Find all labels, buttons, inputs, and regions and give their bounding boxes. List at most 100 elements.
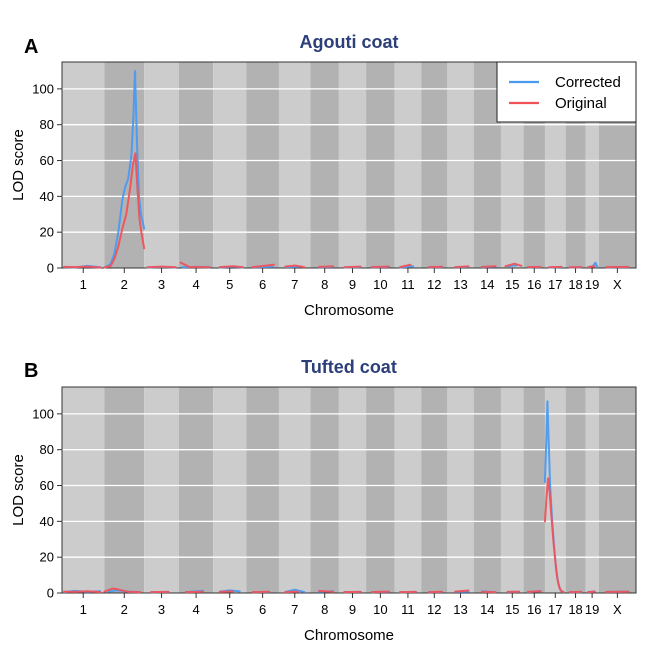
chromosome-band-19 bbox=[585, 387, 599, 593]
series-line-original-chr-19 bbox=[587, 265, 596, 269]
series-original bbox=[63, 477, 630, 594]
y-axis: 0 20 40 60 80 100 bbox=[32, 81, 62, 276]
x-tick-label-3: 3 bbox=[158, 277, 165, 292]
series-line-original-chr-9 bbox=[343, 265, 362, 269]
x-tick-label-5: 5 bbox=[226, 277, 233, 292]
x-tick-label-13: 13 bbox=[453, 277, 467, 292]
x-tick-label-17: 17 bbox=[548, 277, 562, 292]
series-line-original-chr-4 bbox=[179, 261, 211, 269]
x-tick-label-8: 8 bbox=[321, 602, 328, 617]
legend-box bbox=[496, 61, 637, 123]
chromosome-band-10 bbox=[366, 62, 395, 268]
chromosome-band-4 bbox=[178, 62, 214, 268]
y-axis-label: LOD score bbox=[10, 129, 27, 201]
x-axis: 1 2 3 4 5 6 7 8 9 10 11 12 13 14 15 16 17 18 19 X bbox=[80, 593, 622, 617]
chromosome-band-8 bbox=[310, 62, 339, 268]
chromosome-band-3 bbox=[144, 387, 179, 593]
x-tick-label-6: 6 bbox=[259, 602, 266, 617]
chromosome-band-10 bbox=[366, 387, 395, 593]
x-tick-label-10: 10 bbox=[373, 277, 387, 292]
chromosome-band-5 bbox=[213, 387, 247, 593]
series-line-original-chr-2 bbox=[103, 152, 146, 269]
y-tick-label: 80 bbox=[40, 442, 54, 457]
x-axis-label: Chromosome bbox=[304, 302, 394, 319]
series-group bbox=[63, 400, 630, 594]
chromosome-band-8 bbox=[310, 387, 339, 593]
legend: Corrected Original bbox=[496, 61, 637, 123]
series-line-original-chr-1 bbox=[63, 590, 102, 594]
chromosome-band-7 bbox=[278, 387, 311, 593]
y-tick-label: 20 bbox=[40, 225, 54, 240]
x-tick-label-16: 16 bbox=[527, 277, 541, 292]
chromosome-band-11 bbox=[394, 387, 422, 593]
chromosome-band-14 bbox=[473, 387, 501, 593]
y-tick-label: 80 bbox=[40, 117, 54, 132]
x-tick-label-4: 4 bbox=[192, 277, 199, 292]
chromosome-band-18 bbox=[565, 387, 586, 593]
chromosome-band-X bbox=[598, 387, 636, 593]
x-tick-label-13: 13 bbox=[453, 602, 467, 617]
x-tick-label-11: 11 bbox=[401, 277, 415, 292]
y-tick-label: 60 bbox=[40, 153, 54, 168]
chromosome-band-11 bbox=[394, 62, 422, 268]
x-tick-label-11: 11 bbox=[401, 602, 415, 617]
chromosome-band-9 bbox=[338, 62, 367, 268]
x-tick-label-17: 17 bbox=[548, 602, 562, 617]
x-tick-label-6: 6 bbox=[259, 277, 266, 292]
y-axis-label: LOD score bbox=[10, 454, 27, 526]
chromosome-band-2 bbox=[104, 387, 145, 593]
y-tick-label: 100 bbox=[32, 81, 54, 96]
x-tick-label-5: 5 bbox=[226, 602, 233, 617]
series-line-original-chr-19 bbox=[587, 590, 596, 594]
series-line-original-chr-15 bbox=[504, 262, 523, 268]
series-original bbox=[63, 152, 630, 269]
x-tick-label-18: 18 bbox=[568, 277, 582, 292]
chart-title: Tufted coat bbox=[301, 357, 397, 377]
series-line-original-chr-7 bbox=[284, 264, 306, 269]
panel-label: A bbox=[24, 36, 38, 58]
chromosome-band-4 bbox=[178, 387, 214, 593]
x-tick-label-3: 3 bbox=[158, 602, 165, 617]
legend-label-original: Original bbox=[555, 95, 607, 112]
series-line-corrected-chr-2 bbox=[103, 69, 146, 269]
y-tick-label: 100 bbox=[32, 406, 54, 421]
chromosome-band-13 bbox=[447, 62, 474, 268]
chromosome-band-12 bbox=[421, 387, 448, 593]
chromosome-band-3 bbox=[144, 62, 179, 268]
gridlines bbox=[62, 413, 636, 558]
y-tick-label: 0 bbox=[47, 261, 54, 276]
series-line-original-chr-13 bbox=[454, 265, 470, 269]
chromosome-band-17 bbox=[544, 387, 566, 593]
chromosome-bands bbox=[62, 387, 636, 593]
series-line-original-chr-8 bbox=[318, 265, 335, 268]
chromosome-band-1 bbox=[62, 62, 105, 268]
x-tick-label-7: 7 bbox=[291, 277, 298, 292]
x-tick-label-X: X bbox=[613, 277, 622, 292]
x-tick-label-1: 1 bbox=[80, 277, 87, 292]
x-tick-label-19: 19 bbox=[585, 277, 599, 292]
series-line-original-chr-2 bbox=[103, 587, 142, 594]
chromosome-band-12 bbox=[421, 62, 448, 268]
y-axis: 0 20 40 60 80 100 bbox=[32, 406, 62, 601]
x-tick-label-9: 9 bbox=[349, 277, 356, 292]
chromosome-band-16 bbox=[523, 387, 545, 593]
y-tick-label: 0 bbox=[47, 586, 54, 601]
chromosome-band-6 bbox=[246, 62, 279, 268]
x-axis-label: Chromosome bbox=[304, 627, 394, 644]
y-tick-label: 20 bbox=[40, 550, 54, 565]
x-tick-label-15: 15 bbox=[505, 602, 519, 617]
x-tick-label-7: 7 bbox=[291, 602, 298, 617]
x-tick-label-9: 9 bbox=[349, 602, 356, 617]
x-tick-label-8: 8 bbox=[321, 277, 328, 292]
series-line-original-chr-3 bbox=[146, 265, 177, 269]
x-tick-label-4: 4 bbox=[192, 602, 199, 617]
x-tick-label-12: 12 bbox=[427, 277, 441, 292]
chart-title: Agouti coat bbox=[300, 32, 399, 52]
series-line-original-chr-6 bbox=[251, 263, 276, 269]
x-tick-label-2: 2 bbox=[121, 277, 128, 292]
series-line-original-chr-1 bbox=[63, 265, 102, 269]
x-tick-label-1: 1 bbox=[80, 602, 87, 617]
